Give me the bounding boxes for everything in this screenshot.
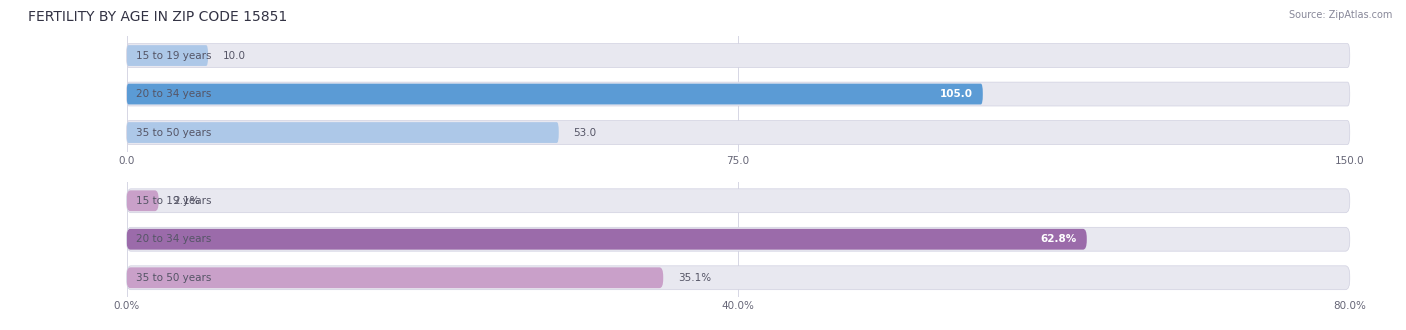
FancyBboxPatch shape bbox=[127, 84, 983, 104]
Text: 15 to 19 years: 15 to 19 years bbox=[136, 50, 212, 60]
Text: 20 to 34 years: 20 to 34 years bbox=[136, 89, 212, 99]
Text: 105.0: 105.0 bbox=[941, 89, 973, 99]
FancyBboxPatch shape bbox=[127, 266, 1350, 290]
Text: FERTILITY BY AGE IN ZIP CODE 15851: FERTILITY BY AGE IN ZIP CODE 15851 bbox=[28, 10, 287, 24]
FancyBboxPatch shape bbox=[127, 190, 159, 211]
FancyBboxPatch shape bbox=[127, 122, 558, 143]
Text: 10.0: 10.0 bbox=[222, 50, 246, 60]
Text: 53.0: 53.0 bbox=[574, 128, 596, 138]
FancyBboxPatch shape bbox=[127, 44, 1350, 68]
FancyBboxPatch shape bbox=[127, 120, 1350, 145]
FancyBboxPatch shape bbox=[127, 229, 1087, 250]
Text: 2.1%: 2.1% bbox=[173, 196, 200, 206]
Text: 35.1%: 35.1% bbox=[678, 273, 711, 283]
Text: 20 to 34 years: 20 to 34 years bbox=[136, 234, 212, 244]
FancyBboxPatch shape bbox=[127, 189, 1350, 213]
FancyBboxPatch shape bbox=[127, 45, 208, 66]
Text: 35 to 50 years: 35 to 50 years bbox=[136, 128, 212, 138]
FancyBboxPatch shape bbox=[127, 82, 1350, 106]
Text: 15 to 19 years: 15 to 19 years bbox=[136, 196, 212, 206]
Text: Source: ZipAtlas.com: Source: ZipAtlas.com bbox=[1288, 10, 1392, 20]
FancyBboxPatch shape bbox=[127, 267, 664, 288]
Text: 62.8%: 62.8% bbox=[1040, 234, 1077, 244]
Text: 35 to 50 years: 35 to 50 years bbox=[136, 273, 212, 283]
FancyBboxPatch shape bbox=[127, 227, 1350, 251]
